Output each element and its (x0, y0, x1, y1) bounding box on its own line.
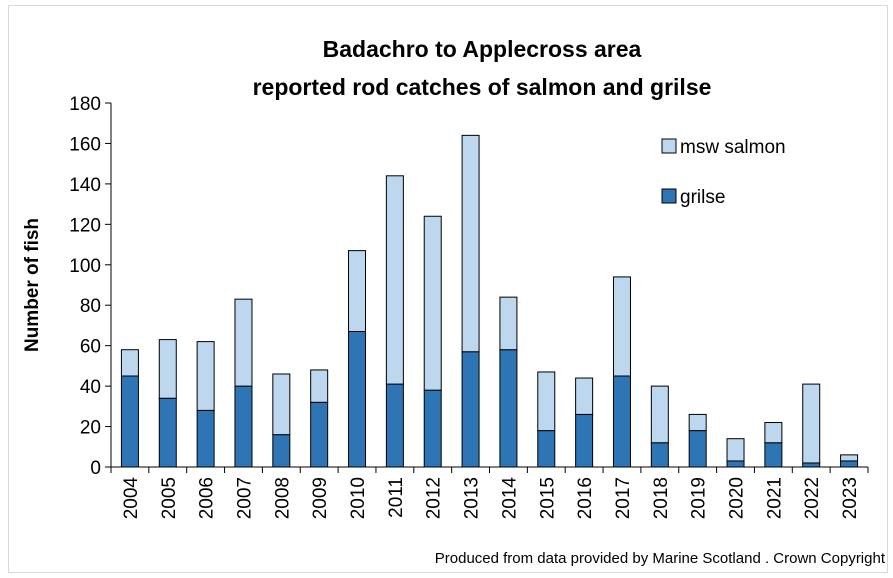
x-tick-label: 2015 (537, 477, 558, 519)
chart-title-line1: Badachro to Applecross area (323, 36, 642, 62)
bar-msw-salmon-2008 (272, 373, 291, 436)
bar-grilse-2005 (158, 397, 177, 468)
y-tick-label: 20 (80, 418, 101, 439)
bar-grilse-2015 (537, 430, 556, 468)
x-tick-label: 2010 (348, 477, 369, 519)
bar-grilse-2011 (385, 383, 404, 468)
bar-grilse-2013 (461, 351, 480, 468)
x-tick-label: 2017 (613, 477, 634, 519)
x-tick-label: 2019 (689, 477, 710, 519)
bar-msw-salmon-2005 (158, 339, 177, 399)
x-tick-label: 2007 (234, 477, 255, 519)
bars-group (120, 134, 859, 468)
bar-msw-salmon-2009 (310, 369, 329, 403)
bar-grilse-2009 (310, 401, 329, 468)
legend-label-msw-salmon: msw salmon (680, 137, 786, 158)
bar-grilse-2017 (612, 375, 631, 468)
x-tick-label: 2018 (651, 477, 672, 519)
bar-grilse-2019 (688, 430, 707, 468)
bar-grilse-2020 (726, 460, 745, 468)
bar-grilse-2016 (575, 413, 594, 468)
bar-msw-salmon-2014 (499, 296, 518, 351)
bar-grilse-2007 (234, 385, 253, 468)
x-tick-label: 2022 (802, 477, 823, 519)
bar-msw-salmon-2013 (461, 134, 480, 353)
y-tick-label: 60 (80, 337, 101, 358)
x-tick-label: 2020 (727, 477, 748, 519)
x-tick-label: 2014 (499, 477, 520, 520)
bar-grilse-2006 (196, 409, 215, 468)
y-tick-label: 100 (69, 256, 101, 277)
bar-grilse-2023 (840, 460, 859, 468)
x-tick-label: 2023 (840, 477, 861, 519)
bar-msw-salmon-2007 (234, 298, 253, 387)
y-tick-label: 160 (69, 134, 101, 155)
bar-msw-salmon-2019 (688, 413, 707, 432)
y-axis: 0 20 40 60 80 100 120 140 160 180 (69, 94, 112, 479)
x-tick-label: 2013 (462, 477, 483, 519)
y-tick-label: 140 (69, 175, 101, 196)
chart-frame (8, 5, 888, 573)
bar-grilse-2014 (499, 349, 518, 468)
x-tick-label: 2006 (197, 477, 218, 519)
legend-swatch-msw-salmon (661, 138, 677, 154)
y-tick-label: 180 (69, 94, 101, 115)
x-tick-label: 2005 (159, 477, 180, 519)
bar-grilse-2022 (802, 462, 821, 468)
bar-msw-salmon-2006 (196, 341, 215, 411)
bar-grilse-2004 (120, 375, 139, 468)
x-tick-label: 2009 (310, 477, 331, 519)
bar-grilse-2021 (764, 442, 783, 468)
x-tick-label: 2011 (386, 477, 407, 518)
bar-msw-salmon-2020 (726, 438, 745, 462)
y-tick-label: 120 (69, 215, 101, 236)
bar-grilse-2010 (348, 331, 367, 468)
bar-msw-salmon-2018 (650, 385, 669, 444)
x-tick-label: 2012 (424, 477, 445, 519)
x-tick-label: 2016 (575, 477, 596, 519)
footnote: Produced from data provided by Marine Sc… (435, 550, 886, 567)
y-tick-label: 0 (90, 458, 101, 479)
x-tick-label: 2021 (764, 477, 785, 519)
x-tick-label: 2004 (121, 477, 142, 520)
bar-msw-salmon-2015 (537, 371, 556, 432)
y-tick-label: 40 (80, 377, 101, 398)
y-axis-label: Number of fish (22, 218, 43, 352)
legend: msw salmon grilse (661, 137, 786, 208)
legend-label-grilse: grilse (680, 187, 725, 208)
bar-grilse-2018 (650, 442, 669, 468)
bar-msw-salmon-2021 (764, 422, 783, 444)
bar-msw-salmon-2022 (802, 383, 821, 464)
y-tick-label: 80 (80, 296, 101, 317)
bar-msw-salmon-2010 (348, 250, 367, 333)
legend-swatch-grilse (661, 188, 677, 204)
x-tick-label: 2008 (272, 477, 293, 519)
chart-title-line2: reported rod catches of salmon and grils… (253, 74, 712, 100)
bar-grilse-2012 (423, 389, 442, 468)
bar-msw-salmon-2016 (575, 377, 594, 415)
bar-msw-salmon-2012 (423, 215, 442, 391)
bar-msw-salmon-2004 (120, 349, 139, 377)
bar-msw-salmon-2023 (840, 454, 859, 462)
bar-msw-salmon-2017 (612, 276, 631, 377)
bar-msw-salmon-2011 (385, 175, 404, 385)
bar-grilse-2008 (272, 434, 291, 468)
x-axis: 2004 2005 2006 2007 2008 2009 2010 2011 2012 2013… (110, 466, 869, 520)
